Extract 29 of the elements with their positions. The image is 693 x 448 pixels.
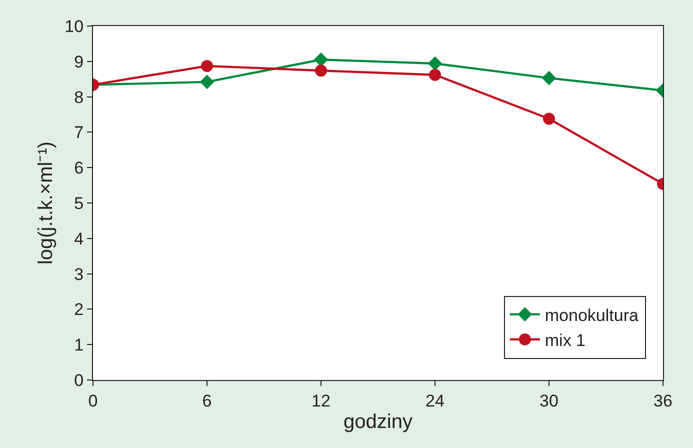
y-tick-label: 8 bbox=[74, 88, 84, 107]
y-tick-label: 6 bbox=[74, 158, 84, 178]
y-tick-label: 7 bbox=[74, 123, 84, 142]
y-tick-label: 1 bbox=[74, 336, 84, 355]
y-tick-label: 2 bbox=[74, 300, 84, 320]
x-tick-label: 30 bbox=[540, 391, 558, 410]
point bbox=[543, 112, 555, 125]
x-axis-title: godziny bbox=[344, 410, 412, 433]
legend-label: monokultura bbox=[544, 306, 639, 325]
x-tick-label: 6 bbox=[202, 391, 212, 410]
point bbox=[428, 56, 442, 71]
x-tick-label: 24 bbox=[426, 391, 444, 410]
x-tick-label: 0 bbox=[88, 391, 98, 410]
y-tick-label: 0 bbox=[74, 370, 84, 390]
point bbox=[542, 70, 556, 86]
x-tick-label: 12 bbox=[312, 391, 330, 410]
point bbox=[429, 68, 441, 81]
point bbox=[201, 60, 213, 72]
y-tick-label: 4 bbox=[74, 229, 84, 248]
y-axis-title: log(j.t.k.×ml⁻¹) bbox=[35, 141, 58, 265]
point bbox=[315, 64, 327, 77]
legend-label: mix 1 bbox=[544, 331, 586, 350]
x-tick-label: 36 bbox=[654, 391, 672, 410]
y-tick-label: 10 bbox=[64, 16, 84, 36]
y-tick-label: 3 bbox=[74, 264, 84, 284]
y-tick-label: 9 bbox=[74, 52, 84, 72]
point bbox=[314, 52, 328, 67]
y-tick-label: 5 bbox=[74, 194, 84, 213]
point bbox=[200, 74, 214, 90]
